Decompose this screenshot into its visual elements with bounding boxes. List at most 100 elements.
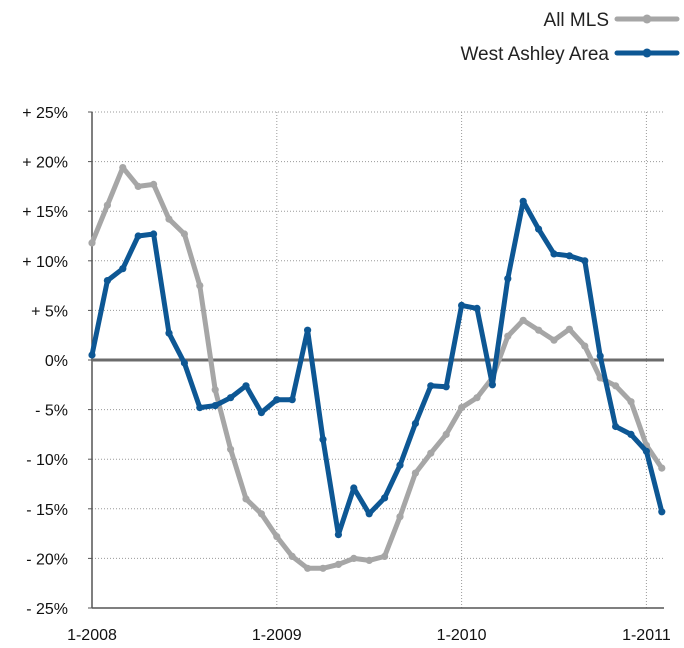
data-point-all-mls — [242, 495, 250, 503]
data-point-west-ashley-area — [165, 329, 173, 337]
data-point-west-ashley-area — [627, 430, 635, 438]
x-tick-label: 1-2008 — [67, 627, 117, 644]
data-point-all-mls — [411, 469, 419, 477]
y-axis-tick-labels: + 25% + 20% + 15% + 10% + 5% 0% - 5% - 10% - 15%… — [22, 105, 68, 618]
data-point-west-ashley-area — [334, 531, 342, 539]
data-point-west-ashley-area — [273, 396, 281, 404]
y-tick-label: - 25% — [26, 601, 68, 618]
data-point-west-ashley-area — [612, 422, 620, 431]
legend-marker-all-mls — [642, 14, 652, 24]
data-point-all-mls — [304, 564, 312, 572]
data-point-all-mls — [458, 404, 466, 412]
data-point-all-mls — [350, 554, 358, 563]
data-point-west-ashley-area — [381, 494, 389, 502]
data-point-west-ashley-area — [196, 404, 204, 412]
data-point-west-ashley-area — [242, 382, 250, 390]
data-point-west-ashley-area — [304, 326, 312, 334]
data-point-all-mls — [627, 398, 635, 406]
y-tick-label: - 5% — [35, 403, 68, 420]
data-point-all-mls — [565, 325, 574, 333]
data-point-west-ashley-area — [504, 275, 512, 283]
data-point-all-mls — [596, 374, 604, 382]
data-point-west-ashley-area — [535, 225, 543, 233]
y-tick-label: 0% — [45, 353, 68, 370]
data-point-all-mls — [119, 164, 127, 172]
legend-label-west-ashley: West Ashley Area — [460, 44, 609, 65]
data-point-all-mls — [550, 336, 558, 344]
data-point-west-ashley-area — [211, 402, 219, 410]
data-point-west-ashley-area — [288, 396, 296, 404]
data-point-west-ashley-area — [519, 197, 527, 205]
data-point-all-mls — [473, 394, 481, 402]
data-point-west-ashley-area — [227, 394, 235, 402]
data-point-west-ashley-area — [319, 435, 327, 443]
x-tick-label: 1-2011 — [622, 627, 671, 644]
legend-label-all-mls: All MLS — [544, 10, 609, 31]
data-point-west-ashley-area — [581, 257, 589, 265]
data-point-west-ashley-area — [596, 352, 604, 360]
data-point-west-ashley-area — [442, 383, 450, 391]
data-point-all-mls — [150, 180, 158, 188]
data-point-all-mls — [165, 215, 173, 223]
data-point-west-ashley-area — [365, 510, 373, 518]
y-tick-label: + 5% — [31, 303, 68, 320]
data-point-west-ashley-area — [257, 409, 265, 417]
data-point-all-mls — [288, 552, 296, 561]
y-tick-label: - 10% — [26, 452, 68, 469]
data-point-all-mls — [381, 552, 389, 561]
data-point-all-mls — [535, 326, 543, 334]
y-tick-label: + 15% — [22, 204, 68, 221]
data-point-west-ashley-area — [396, 461, 404, 469]
data-point-west-ashley-area — [642, 447, 651, 455]
x-tick-label: 1-2010 — [437, 627, 487, 644]
data-point-west-ashley-area — [550, 250, 558, 258]
data-point-all-mls — [365, 556, 373, 565]
series-line-west-ashley-area — [89, 198, 665, 538]
legend: All MLS West Ashley Area — [460, 10, 680, 65]
data-point-west-ashley-area — [458, 301, 466, 309]
data-point-west-ashley-area — [103, 277, 111, 285]
data-point-all-mls — [519, 316, 527, 324]
data-point-all-mls — [658, 464, 666, 472]
data-point-all-mls — [334, 560, 342, 569]
data-point-all-mls — [211, 386, 219, 394]
data-point-all-mls — [504, 332, 512, 340]
series-all-mls — [88, 164, 666, 572]
data-point-all-mls — [103, 201, 111, 209]
legend-marker-west-ashley — [642, 48, 652, 58]
data-point-all-mls — [612, 382, 620, 390]
y-tick-label: + 10% — [22, 254, 68, 271]
data-point-all-mls — [180, 230, 188, 238]
data-point-west-ashley-area — [411, 419, 419, 428]
data-point-all-mls — [581, 342, 589, 350]
data-point-all-mls — [196, 282, 204, 290]
data-point-west-ashley-area — [88, 351, 96, 359]
data-point-all-mls — [427, 449, 435, 457]
y-tick-label: - 20% — [26, 551, 68, 568]
data-point-all-mls — [273, 533, 281, 541]
y-tick-label: - 15% — [26, 502, 68, 519]
series-west-ashley-area — [88, 197, 666, 539]
data-point-all-mls — [134, 182, 142, 190]
data-point-all-mls — [227, 445, 235, 453]
series-layer — [88, 164, 666, 572]
y-tick-label: + 20% — [22, 155, 68, 172]
x-axis-tick-labels: 1-2008 1-2009 1-2010 1-2011 — [67, 627, 671, 644]
data-point-all-mls — [396, 513, 404, 521]
data-point-west-ashley-area — [350, 484, 358, 492]
data-point-west-ashley-area — [658, 508, 666, 516]
y-tick-label: + 25% — [22, 105, 68, 122]
data-point-west-ashley-area — [134, 232, 142, 240]
data-point-all-mls — [442, 430, 450, 438]
data-point-west-ashley-area — [427, 382, 435, 390]
data-point-west-ashley-area — [180, 359, 188, 367]
data-point-all-mls — [319, 564, 327, 572]
data-point-west-ashley-area — [488, 381, 496, 389]
data-point-west-ashley-area — [473, 304, 481, 312]
data-point-all-mls — [88, 239, 96, 247]
data-point-west-ashley-area — [565, 252, 574, 260]
x-tick-label: 1-2009 — [252, 627, 302, 644]
data-point-all-mls — [257, 510, 265, 518]
data-point-west-ashley-area — [150, 230, 158, 238]
